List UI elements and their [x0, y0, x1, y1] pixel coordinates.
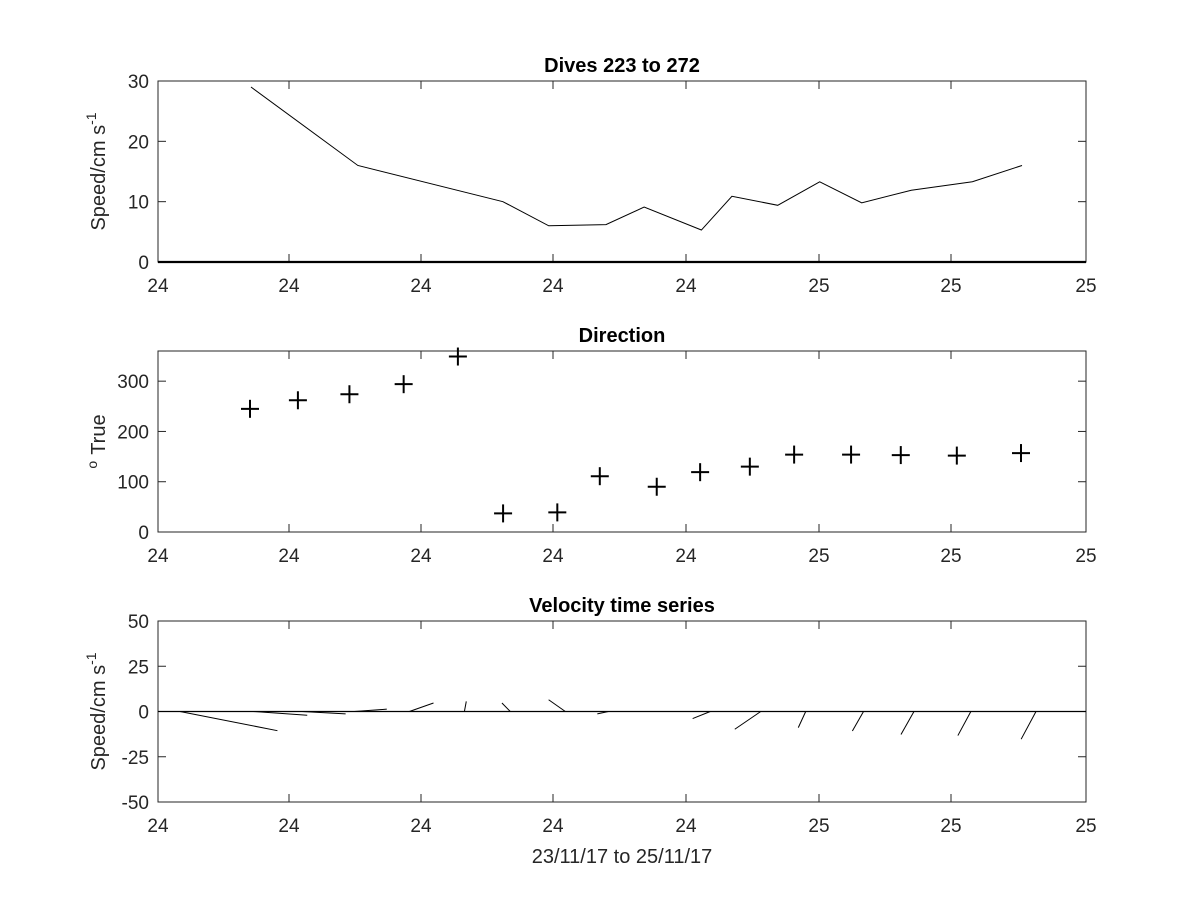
- y-tick-label: 0: [138, 523, 149, 544]
- x-tick-label: 24: [278, 276, 300, 297]
- y-tick-label: 10: [128, 193, 149, 214]
- x-tick-label: 25: [808, 816, 829, 837]
- x-tick-label: 24: [410, 546, 432, 567]
- x-tick-label: 25: [808, 546, 829, 567]
- x-tick-label: 24: [410, 276, 432, 297]
- y-tick-label: 100: [117, 473, 149, 494]
- y-axis-label-superscript: -1: [83, 652, 99, 665]
- y-tick-label: 200: [117, 422, 149, 443]
- x-tick-label: 24: [278, 816, 300, 837]
- y-axis-label-text: Speed/cm s: [88, 125, 110, 231]
- x-tick-label: 25: [940, 816, 961, 837]
- x-tick-label: 24: [542, 816, 564, 837]
- velocity-panel: Velocity time series -50 -25 0 25 50 24 24 24 24 2…: [83, 595, 1097, 868]
- y-tick-label: 300: [117, 372, 149, 393]
- y-axis-label-superscript: -1: [83, 112, 99, 125]
- x-tick-label: 24: [675, 546, 697, 567]
- x-tick-label: 25: [1075, 816, 1096, 837]
- x-tick-label: 25: [940, 276, 961, 297]
- x-tick-label: 24: [147, 546, 169, 567]
- plot-area-frame: [158, 81, 1086, 262]
- direction-panel: Direction 0 100 200 300 24 24 24 24 24 25 25 25 o True: [84, 325, 1097, 567]
- x-tick-label: 24: [410, 816, 432, 837]
- y-tick-label: 0: [138, 703, 149, 724]
- x-axis-label: 23/11/17 to 25/11/17: [532, 846, 713, 868]
- x-tick-label: 25: [1075, 546, 1096, 567]
- chart-title: Direction: [579, 325, 666, 347]
- x-tick-label: 24: [278, 546, 300, 567]
- x-tick-label: 25: [1075, 276, 1096, 297]
- y-axis-label-text: Speed/cm s: [88, 665, 110, 771]
- x-tick-label: 24: [675, 276, 697, 297]
- plot-area-frame: [158, 351, 1086, 532]
- y-tick-label: 30: [128, 72, 149, 93]
- y-tick-label: 25: [128, 657, 149, 678]
- x-tick-label: 24: [542, 276, 564, 297]
- chart-title: Velocity time series: [529, 595, 715, 617]
- y-tick-label: 20: [128, 132, 149, 153]
- y-axis-label-superscript: o: [84, 461, 100, 469]
- x-tick-label: 25: [940, 546, 961, 567]
- speed-panel: Dives 223 to 272 0 10 20 30 24 24 24 24 24 25 25 25 S…: [83, 55, 1097, 297]
- y-axis-label: o True: [84, 414, 110, 468]
- x-tick-label: 24: [147, 276, 169, 297]
- y-tick-label: -50: [122, 793, 149, 814]
- y-tick-label: 0: [138, 253, 149, 274]
- y-tick-label: 50: [128, 612, 149, 633]
- x-tick-label: 24: [542, 546, 564, 567]
- x-tick-label: 24: [147, 816, 169, 837]
- y-axis-label: Speed/cm s-1: [83, 112, 110, 230]
- x-tick-label: 25: [808, 276, 829, 297]
- chart-title: Dives 223 to 272: [544, 55, 700, 77]
- y-axis-label-text: True: [88, 414, 110, 454]
- y-tick-label: -25: [122, 748, 149, 769]
- x-tick-label: 24: [675, 816, 697, 837]
- y-axis-label: Speed/cm s-1: [83, 652, 110, 770]
